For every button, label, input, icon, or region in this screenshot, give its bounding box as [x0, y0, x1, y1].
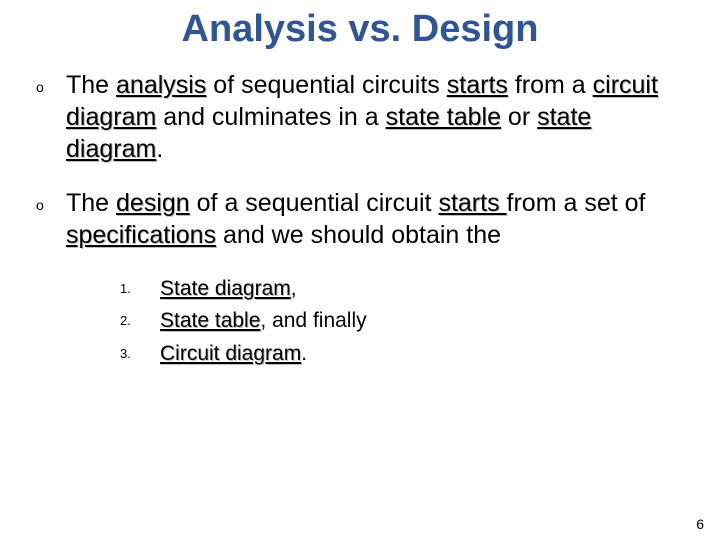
- numbered-item-1: 1. State diagram,: [120, 275, 690, 303]
- bullet-text-1: The analysis of sequential circuits star…: [66, 69, 690, 165]
- numbered-item-2: 2. State table, and finally: [120, 307, 690, 335]
- bullet-marker: o: [30, 69, 66, 165]
- numbered-list: 1. State diagram, 2. State table, and fi…: [30, 273, 690, 368]
- num-marker: 3.: [120, 340, 160, 368]
- num-marker: 2.: [120, 307, 160, 335]
- bullet-item-1: o The analysis of sequential circuits st…: [30, 69, 690, 165]
- bullet-marker: o: [30, 187, 66, 251]
- bullet-item-2: o The design of a sequential circuit sta…: [30, 187, 690, 251]
- slide-title: Analysis vs. Design: [0, 0, 720, 51]
- num-marker: 1.: [120, 275, 160, 303]
- title-text: Analysis vs. Design: [182, 8, 539, 50]
- slide-body: o The analysis of sequential circuits st…: [0, 51, 720, 368]
- numbered-item-3: 3. Circuit diagram.: [120, 340, 690, 368]
- num-text-1: State diagram,: [160, 275, 297, 303]
- num-text-2: State table, and finally: [160, 307, 367, 335]
- bullet-text-2: The design of a sequential circuit start…: [66, 187, 690, 251]
- num-text-3: Circuit diagram.: [160, 340, 307, 368]
- page-number: 6: [696, 516, 704, 532]
